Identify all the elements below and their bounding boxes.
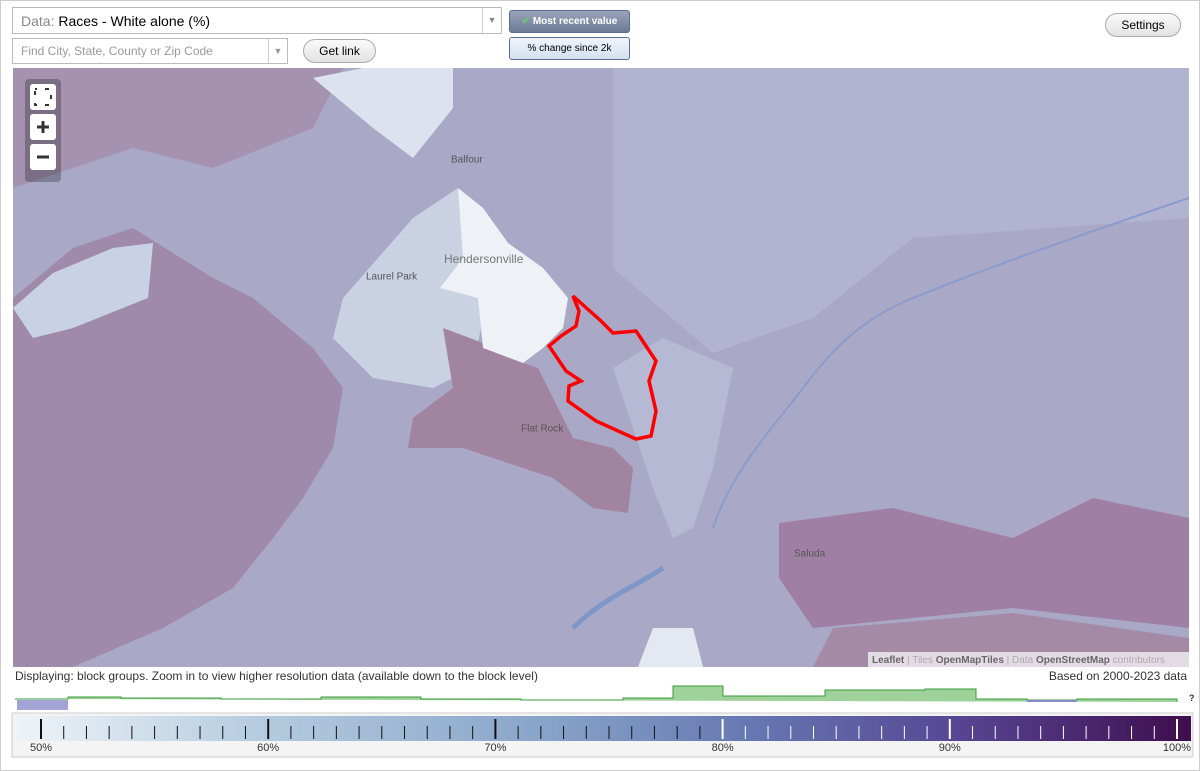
region (13, 68, 343, 188)
place-label: Saluda (794, 549, 826, 560)
attribution: Leaflet | Tiles OpenMapTiles | Data Open… (872, 655, 1165, 666)
settings-button[interactable]: Settings (1105, 13, 1181, 37)
place-label: Flat Rock (521, 424, 564, 435)
data-label: Data: (21, 13, 55, 29)
selected-area[interactable] (546, 294, 658, 441)
attribution-part: | Data (1004, 655, 1036, 666)
data-select[interactable]: Data: Races - White alone (%) ▼ (12, 7, 502, 34)
attribution-part: | Tiles (904, 655, 936, 666)
lake (13, 243, 153, 338)
place-label: Balfour (451, 155, 483, 166)
legend-label: 90% (939, 742, 961, 754)
check-icon: ✔ (521, 16, 531, 27)
attribution-bg (868, 652, 1189, 667)
river (712, 197, 1189, 529)
search-placeholder: Find City, State, County or Zip Code (21, 44, 213, 58)
dropdown-arrow: ▼ (268, 39, 287, 63)
plus-icon (37, 121, 49, 133)
fullscreen-button[interactable] (30, 84, 56, 110)
attribution-part: contributors (1110, 655, 1165, 666)
region (313, 68, 453, 158)
place-label: Laurel Park (366, 272, 418, 283)
lake (571, 565, 665, 630)
histogram-marker (17, 700, 68, 710)
attribution-part: OpenStreetMap (1036, 655, 1110, 666)
legend-label: 70% (484, 742, 506, 754)
legend-label: 50% (30, 742, 52, 754)
legend-label: 80% (712, 742, 734, 754)
region (408, 328, 633, 513)
region (613, 338, 733, 538)
legend-ticks: 50% 60% 70% 80% 90% 100% (30, 719, 1191, 754)
region (13, 228, 343, 667)
region (779, 498, 1189, 628)
dropdown-arrow: ▼ (482, 8, 501, 33)
most-recent-toggle[interactable]: ✔ Most recent value (509, 10, 630, 33)
most-recent-label: Most recent value (532, 16, 618, 27)
legend-label: 60% (257, 742, 279, 754)
data-range: Based on 2000-2023 data (1048, 669, 1187, 683)
unknown-label: ? (1189, 693, 1195, 703)
legend: ? 50% 60% 70% 80% 90% 100% (11, 685, 1195, 758)
percent-change-toggle[interactable]: % change since 2k (509, 37, 630, 60)
fullscreen-icon (34, 88, 52, 106)
histogram-marker (1027, 700, 1077, 702)
place-label: Hendersonville (444, 252, 524, 266)
search-input[interactable]: Find City, State, County or Zip Code ▼ (12, 38, 288, 64)
map[interactable]: Balfour Hendersonville Laurel Park Flat … (13, 68, 1189, 667)
region (440, 188, 568, 363)
status-text: Displaying: block groups. Zoom in to vie… (15, 669, 538, 683)
get-link-button[interactable]: Get link (303, 39, 376, 63)
zoom-controls (25, 79, 61, 182)
color-scale (17, 716, 1191, 741)
region (638, 628, 703, 667)
attribution-part: OpenMapTiles (936, 655, 1005, 666)
data-value: Races - White alone (%) (58, 13, 211, 29)
histogram (15, 685, 1178, 702)
attribution-part: Leaflet (872, 655, 905, 666)
legend-label: 100% (1163, 742, 1191, 754)
region (613, 68, 1189, 353)
